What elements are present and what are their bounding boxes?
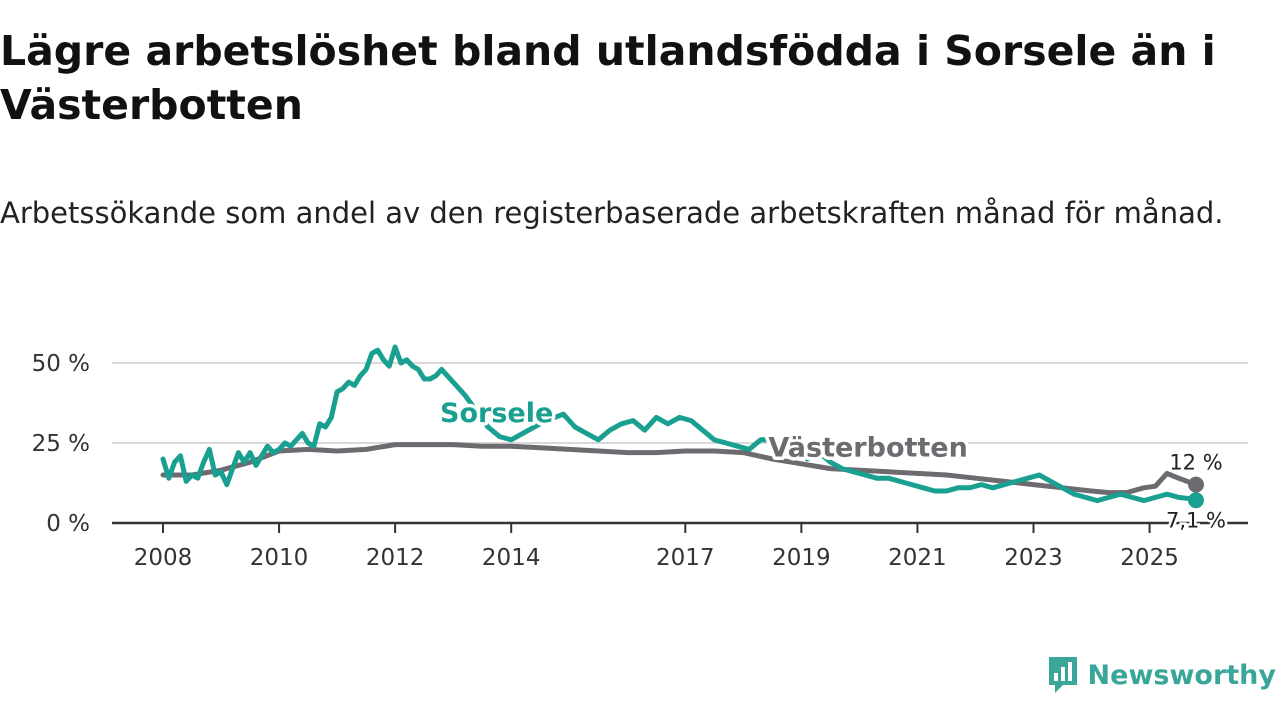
- series-lines: [160, 344, 1199, 504]
- end-point-vasterbotten: [1188, 476, 1204, 493]
- chart-title: Lägre arbetslöshet bland utlandsfödda i …: [0, 27, 1216, 129]
- brand-name: Newsworthy: [1087, 659, 1276, 691]
- y-tick-label: 50 %: [32, 351, 90, 377]
- x-tick-label: 2012: [366, 545, 425, 571]
- x-tick-label: 2014: [482, 545, 541, 571]
- series-label: Västerbotten: [768, 432, 967, 463]
- x-tick-label: 2008: [134, 545, 193, 571]
- end-value-label: 7,1 %: [1166, 508, 1226, 532]
- x-tick-label: 2010: [250, 545, 309, 571]
- y-tick-label: 25 %: [32, 431, 90, 457]
- end-value-label: 12 %: [1169, 451, 1222, 475]
- newsworthy-logo-icon: [1048, 657, 1077, 693]
- series-labels: Sorsele Västerbotten 12 % 7,1 %: [437, 395, 1229, 535]
- gridlines: [112, 362, 1248, 444]
- chart-subtitle: Arbetssökande som andel av den registerb…: [0, 196, 1224, 230]
- x-tick-label: 2025: [1120, 545, 1179, 571]
- x-tick-label: 2019: [772, 545, 831, 571]
- axes: 0 % 25 % 50 % 2008 2010 2012 2014 2017 2019 2021 2…: [32, 351, 1248, 571]
- series-line-vsterbotten: [160, 442, 1199, 496]
- y-tick-label: 0 %: [46, 511, 90, 537]
- brand-logo: Newsworthy: [1046, 654, 1276, 696]
- line-chart: 0 % 25 % 50 % 2008 2010 2012 2014 2017 2019 2021 2…: [32, 344, 1248, 571]
- x-tick-label: 2017: [656, 545, 715, 571]
- x-tick-label: 2023: [1004, 545, 1063, 571]
- series-label: Sorsele: [440, 398, 553, 429]
- end-point-sorsele: [1188, 492, 1204, 509]
- series-line-sorsele: [160, 344, 1199, 504]
- x-tick-label: 2021: [888, 545, 947, 571]
